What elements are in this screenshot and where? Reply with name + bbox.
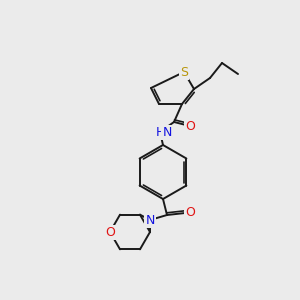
Text: N: N — [162, 125, 172, 139]
Text: O: O — [185, 206, 195, 220]
Text: S: S — [180, 65, 188, 79]
Text: O: O — [185, 119, 195, 133]
Text: O: O — [105, 226, 115, 238]
Text: N: N — [145, 214, 155, 226]
Text: N: N — [145, 214, 155, 226]
Text: H: H — [155, 125, 165, 139]
